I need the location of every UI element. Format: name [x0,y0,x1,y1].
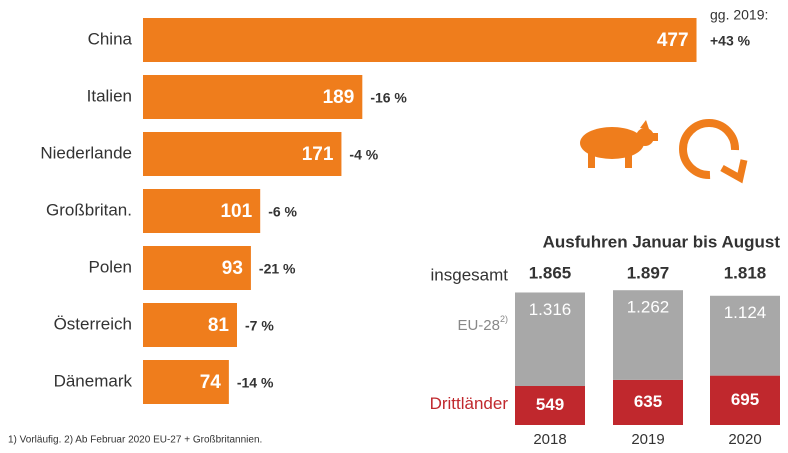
category-label: Polen [89,257,132,276]
series-name: EU-28 [457,317,500,334]
bar-segment [710,295,780,376]
change-label: +43 % [710,33,751,49]
value-label: 93 [222,258,243,279]
legend-label: Drittländer [430,394,509,413]
pig-icon [580,120,658,168]
category-label: Österreich [54,314,132,333]
total-label: 1.865 [529,263,572,282]
x-tick-label: 2020 [728,431,761,448]
bar [143,303,237,347]
series-note: 2) [500,314,508,324]
bar-segment [710,375,780,425]
bar-segment [515,385,585,425]
x-tick-label: 2019 [631,431,664,448]
value-label: 81 [208,315,230,336]
bar [143,18,697,62]
segment-label: 1.124 [724,303,767,322]
change-label: -4 % [349,147,378,163]
segment-label: 1.316 [529,300,572,319]
segment-label: 635 [634,392,662,411]
bar-segment [515,292,585,386]
value-label: 74 [200,372,222,393]
legend-label: EU-282) [457,314,508,334]
change-label: -16 % [370,90,407,106]
series-name: Drittländer [430,394,509,413]
x-tick-label: 2018 [533,431,566,448]
change-label: -21 % [259,261,296,277]
totals-name: insgesamt [431,265,509,284]
category-label: Dänemark [54,371,133,390]
category-label: Großbritan. [46,200,132,219]
bar [143,246,251,290]
category-label: Niederlande [40,143,132,162]
value-label: 477 [657,30,689,51]
change-header: gg. 2019: [710,7,768,23]
bar [143,360,229,404]
segment-label: 695 [731,390,759,409]
bar-segment [613,290,683,380]
value-label: 189 [323,87,355,108]
bar [143,132,342,176]
bar-segment [613,379,683,425]
change-label: -6 % [268,204,297,220]
category-label: Italien [87,86,132,105]
bar [143,75,363,119]
total-label: 1.818 [724,263,767,282]
change-label: -7 % [245,318,274,334]
segment-label: 1.262 [627,298,670,317]
value-label: 171 [302,144,334,165]
category-label: China [88,29,133,48]
footnote: 1) Vorläufig. 2) Ab Februar 2020 EU-27 +… [8,435,262,446]
segment-label: 549 [536,395,564,414]
value-label: 101 [220,201,252,222]
bar [143,189,261,233]
change-label: -14 % [237,375,274,391]
cycle-icon [679,119,748,184]
total-label: 1.897 [627,263,670,282]
chart-title: Ausfuhren Januar bis August [543,232,781,251]
